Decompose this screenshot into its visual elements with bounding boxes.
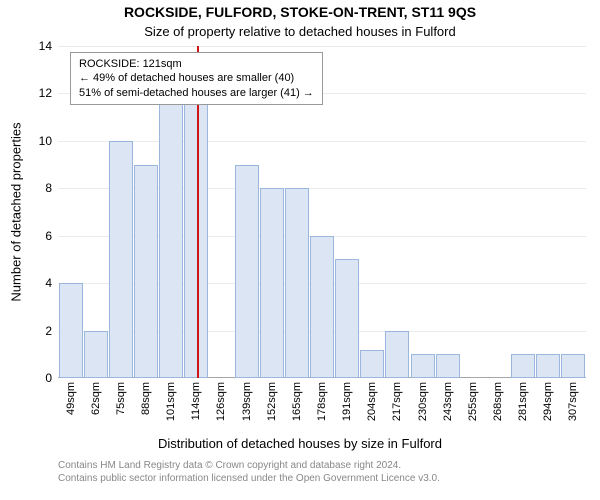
x-tick-label: 101sqm [165,382,177,421]
histogram-bar [260,188,284,378]
x-tick-label: 178sqm [316,382,328,421]
histogram-bar [159,93,183,378]
histogram-bar [360,350,384,378]
annotation-box: ROCKSIDE: 121sqm ← 49% of detached house… [70,52,323,105]
x-tick-label: 126sqm [215,382,227,421]
y-tick-label: 10 [39,134,58,148]
chart-container: ROCKSIDE, FULFORD, STOKE-ON-TRENT, ST11 … [0,0,600,500]
x-tick-label: 243sqm [442,382,454,421]
chart-subtitle: Size of property relative to detached ho… [0,24,600,39]
x-tick-label: 114sqm [190,382,202,420]
y-tick-label: 4 [45,276,58,290]
histogram-bar [84,331,108,378]
annotation-line1: ROCKSIDE: 121sqm [79,57,314,71]
histogram-bar [59,283,83,378]
histogram-bar [561,354,585,378]
histogram-bar [235,165,259,378]
x-tick-label: 230sqm [417,382,429,421]
y-tick-label: 14 [39,39,58,53]
x-tick-label: 204sqm [366,382,378,421]
x-axis-label: Distribution of detached houses by size … [0,436,600,451]
footer-line2: Contains public sector information licen… [58,473,440,486]
x-tick-label: 139sqm [241,382,253,421]
footer-line1: Contains HM Land Registry data © Crown c… [58,460,440,473]
x-tick-label: 255sqm [467,382,479,421]
histogram-bar [310,236,334,378]
histogram-bar [411,354,435,378]
histogram-bar [285,188,309,378]
y-tick-label: 0 [45,371,58,385]
x-tick-label: 88sqm [140,382,152,415]
gridline [58,46,586,47]
histogram-bar [335,259,359,378]
histogram-bar [436,354,460,378]
y-axis-label: Number of detached properties [9,122,24,301]
histogram-bar [134,165,158,378]
x-tick-label: 217sqm [391,382,403,421]
annotation-line3: 51% of semi-detached houses are larger (… [79,86,314,100]
chart-title: ROCKSIDE, FULFORD, STOKE-ON-TRENT, ST11 … [0,4,600,20]
x-tick-label: 268sqm [492,382,504,421]
y-tick-label: 2 [45,324,58,338]
histogram-bar [385,331,409,378]
gridline [58,141,586,142]
x-tick-label: 294sqm [542,382,554,421]
histogram-bar [536,354,560,378]
histogram-bar [109,141,133,378]
plot-area: 0246810121449sqm62sqm75sqm88sqm101sqm114… [58,46,586,378]
x-tick-label: 191sqm [341,382,353,421]
histogram-bar [511,354,535,378]
x-tick-label: 307sqm [567,382,579,421]
x-tick-label: 49sqm [65,382,77,415]
annotation-line2: ← 49% of detached houses are smaller (40… [79,71,314,85]
y-tick-label: 12 [39,86,58,100]
y-tick-label: 8 [45,181,58,195]
x-tick-label: 75sqm [115,382,127,415]
footer-credits: Contains HM Land Registry data © Crown c… [58,460,440,485]
y-tick-label: 6 [45,229,58,243]
x-tick-label: 62sqm [90,382,102,415]
x-tick-label: 165sqm [291,382,303,421]
x-tick-label: 281sqm [517,382,529,421]
x-tick-label: 152sqm [266,382,278,421]
